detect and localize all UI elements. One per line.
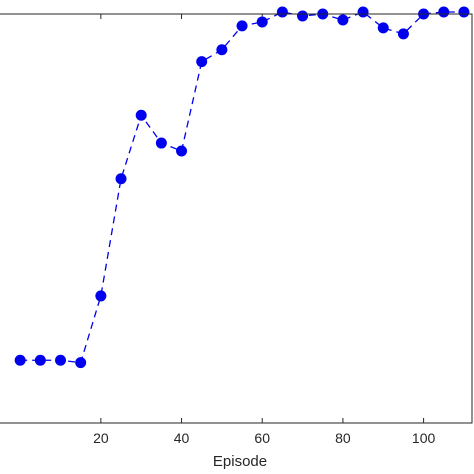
x-ticks [100,14,425,423]
plot-frame [0,13,473,424]
data-point [34,354,46,366]
data-point [377,22,389,34]
data-point [438,6,450,18]
data-point [458,6,470,18]
data-point [155,137,167,149]
data-point [216,44,228,56]
data-point [176,145,188,157]
data-point [357,6,369,18]
x-tick-label: 40 [174,430,190,446]
data-point [397,28,409,40]
x-tick-labels: 20 40 60 80 100 [93,430,435,446]
data-point [115,173,127,185]
series-line [20,11,464,364]
x-tick-label: 20 [93,430,109,446]
data-point [236,20,248,32]
x-axis-label: Episode [213,453,267,470]
data-point [95,290,107,302]
data-point [135,109,147,121]
data-point [297,10,309,22]
data-point [196,56,208,68]
data-point [55,354,67,366]
x-tick-label: 80 [335,430,351,446]
x-tick-label: 60 [254,430,270,446]
data-point [276,6,288,18]
data-point [75,357,87,369]
data-series [14,6,470,369]
data-point [256,16,268,28]
data-point [14,354,26,366]
data-point [337,14,349,26]
x-tick-label: 100 [412,430,436,446]
